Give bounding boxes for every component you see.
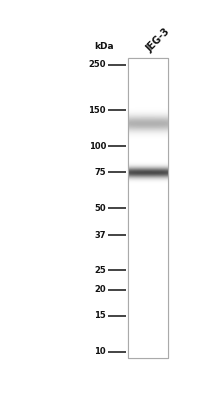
Bar xyxy=(128,58,168,358)
Text: JEG-3: JEG-3 xyxy=(145,26,172,54)
Bar xyxy=(128,58,168,358)
Text: 10: 10 xyxy=(94,347,106,356)
Text: 25: 25 xyxy=(94,266,106,274)
Text: 15: 15 xyxy=(94,311,106,320)
Text: 50: 50 xyxy=(94,204,106,213)
Text: 75: 75 xyxy=(94,168,106,176)
Text: 37: 37 xyxy=(95,230,106,240)
Text: 150: 150 xyxy=(88,106,106,115)
Text: 250: 250 xyxy=(88,60,106,69)
Text: 100: 100 xyxy=(89,142,106,151)
Text: 20: 20 xyxy=(94,286,106,294)
Text: kDa: kDa xyxy=(94,42,114,50)
